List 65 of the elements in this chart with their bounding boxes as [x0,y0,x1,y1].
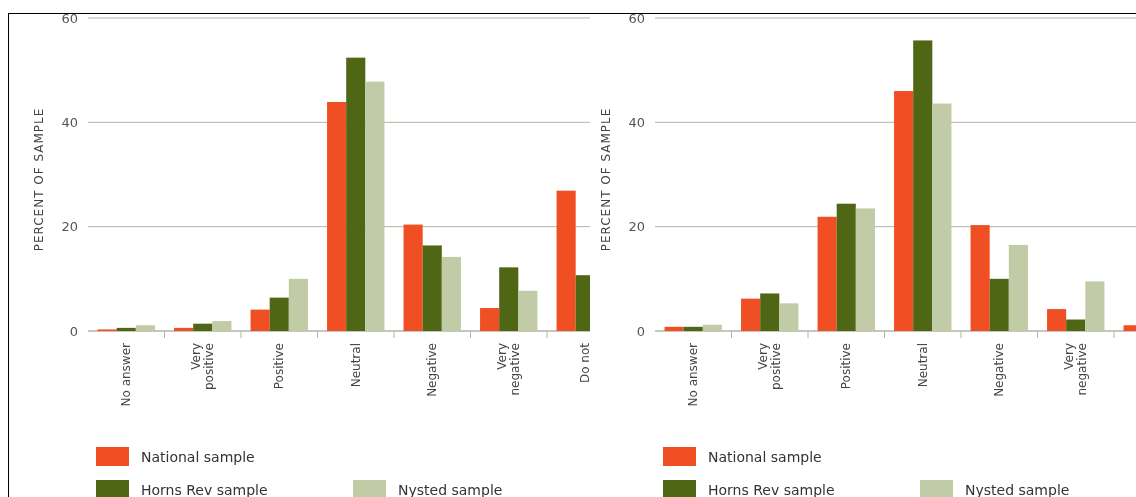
legend-label: Nysted sample [965,481,1070,497]
y-tick-label: 60 [628,10,645,26]
x-tick-label: Very negative [495,343,523,396]
bar [403,224,423,331]
bar [556,190,576,331]
bar [779,303,799,331]
bar [135,325,155,331]
x-tick-label: Very positive [756,343,784,391]
bar [970,225,990,331]
bar [327,101,347,331]
x-tick-label: Positive [839,343,854,390]
bar [683,326,703,331]
x-tick-label: No answer [686,342,701,407]
bar [441,256,461,331]
bar [193,323,213,331]
x-tick-label: Negative [425,343,440,397]
bar [1066,319,1086,331]
bar [365,81,385,331]
bar [1047,309,1067,331]
legend-label: National sample [141,448,255,465]
y-axis-title: PERCENT OF SAMPLE [32,107,46,252]
bar [894,91,914,331]
x-tick-label: Do not [578,342,593,384]
bar [499,267,519,331]
x-tick-label: No answer [119,342,134,407]
bar [913,40,933,331]
bar [817,216,837,331]
x-tick-label: Neutral [348,343,363,388]
x-tick-label: Very positive [189,343,217,391]
bar [932,103,952,331]
bar [1085,281,1105,331]
bar [480,308,500,331]
bar [1008,244,1028,331]
y-tick-label: 40 [628,114,645,130]
bar [212,321,232,331]
bar [422,245,442,331]
y-tick-label: 20 [61,219,78,235]
bar [518,290,538,331]
legend-label: Horns Rev sample [141,481,268,497]
bar [741,298,761,331]
legend-label: National sample [708,448,822,465]
bar [855,208,875,331]
bar [760,293,780,331]
x-tick-label: Neutral [915,343,930,388]
bar [836,203,856,331]
bar [174,327,194,331]
y-axis-title: PERCENT OF SAMPLE [599,107,613,252]
x-tick-label: Very negative [1062,343,1090,396]
bar [664,326,684,331]
x-tick-label: Negative [992,343,1007,397]
legend-label: Horns Rev sample [708,481,835,497]
y-tick-label: 60 [61,10,78,26]
bar [989,278,1009,331]
bar [288,278,308,331]
bar [346,57,366,331]
y-tick-label: 40 [61,114,78,130]
legend-label: Nysted sample [398,481,503,497]
bar [702,324,722,331]
bar [269,297,289,331]
y-tick-label: 20 [628,219,645,235]
y-tick-label: 0 [636,323,645,339]
y-tick-label: 0 [69,323,78,339]
x-tick-label: Positive [272,343,287,390]
bar [250,309,270,331]
bar [116,327,136,331]
